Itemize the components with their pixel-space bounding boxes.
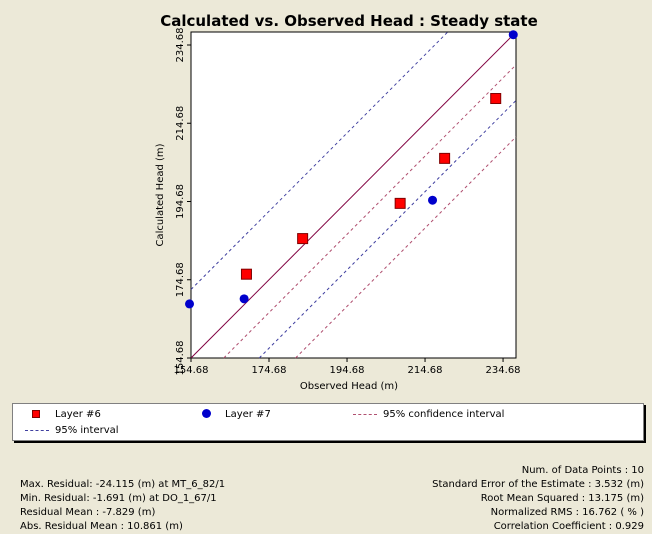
layer-7-point: [428, 195, 438, 205]
reference-lines: [190, 31, 517, 359]
x-tick-label: 174.68: [252, 365, 287, 376]
chart-svg: Calculated vs. Observed Head : Steady st…: [155, 12, 538, 392]
legend-label: Layer #7: [225, 408, 271, 420]
stat-standard-error: Standard Error of the Estimate : 3.532 (…: [432, 479, 644, 490]
legend-item-layer-7: Layer #7: [191, 407, 271, 421]
fit-stats: Num. of Data Points : 10 Standard Error …: [432, 464, 644, 534]
layer-6-point: [240, 268, 252, 280]
x-tick-label: 214.68: [408, 365, 443, 376]
data-points: [185, 30, 518, 309]
interval-line: [190, 31, 449, 290]
interval-line: [223, 64, 517, 359]
layer-6-point: [490, 93, 502, 105]
y-tick-label: 214.68: [175, 106, 186, 141]
interval-line: [258, 100, 517, 359]
x-axis-label: Observed Head (m): [300, 381, 398, 392]
legend-label: 95% interval: [55, 424, 119, 436]
stat-max-residual: Max. Residual: -24.115 (m) at MT_6_82/1: [20, 479, 226, 490]
layer-7-point: [239, 294, 249, 304]
layer-6-point: [439, 152, 451, 164]
x-axis-ticks: 154.68 174.68 194.68 214.68 234.68: [174, 358, 521, 376]
legend: Layer #6 Layer #7 95% confidence interva…: [12, 403, 644, 441]
layer-7-point: [508, 30, 518, 40]
legend-item-interval: 95% interval: [21, 423, 119, 437]
residual-stats: Max. Residual: -24.115 (m) at MT_6_82/1 …: [20, 478, 225, 534]
legend-item-confidence-interval: 95% confidence interval: [349, 407, 504, 421]
x-tick-label: 154.68: [174, 365, 209, 376]
legend-label: 95% confidence interval: [383, 408, 505, 420]
chart-title: Calculated vs. Observed Head : Steady st…: [160, 12, 538, 30]
y-axis-ticks: 154.68 174.68 194.68 214.68 234.68: [175, 27, 191, 376]
interval-line: [295, 136, 517, 359]
dashed-line-icon: [349, 407, 379, 421]
stat-min-residual: Min. Residual: -1.691 (m) at DO_1_67/1: [20, 493, 217, 504]
y-tick-label: 194.68: [175, 184, 186, 219]
layer-6-point: [297, 233, 309, 245]
y-tick-label: 234.68: [175, 27, 186, 62]
circle-marker-icon: [191, 407, 221, 421]
one-to-one-line: [190, 31, 517, 359]
stat-abs-residual-mean: Abs. Residual Mean : 10.861 (m): [20, 521, 183, 532]
layer-7-point: [185, 299, 195, 309]
y-tick-label: 174.68: [175, 262, 186, 297]
x-tick-label: 194.68: [330, 365, 365, 376]
stat-num-points: Num. of Data Points : 10: [521, 465, 644, 476]
x-tick-label: 234.68: [486, 365, 521, 376]
dashed-line-icon: [21, 423, 51, 437]
stat-correlation: Correlation Coefficient : 0.929: [493, 521, 644, 532]
layer-6-point: [394, 197, 406, 209]
legend-label: Layer #6: [55, 408, 101, 420]
stat-rms: Root Mean Squared : 13.175 (m): [480, 493, 644, 504]
legend-item-layer-6: Layer #6: [21, 407, 101, 421]
stat-normalized-rms: Normalized RMS : 16.762 ( % ): [490, 507, 644, 518]
square-marker-icon: [21, 407, 51, 421]
y-axis-label: Calculated Head (m): [155, 143, 166, 246]
stat-residual-mean: Residual Mean : -7.829 (m): [20, 507, 156, 518]
y-tick-label: 154.68: [175, 341, 186, 376]
